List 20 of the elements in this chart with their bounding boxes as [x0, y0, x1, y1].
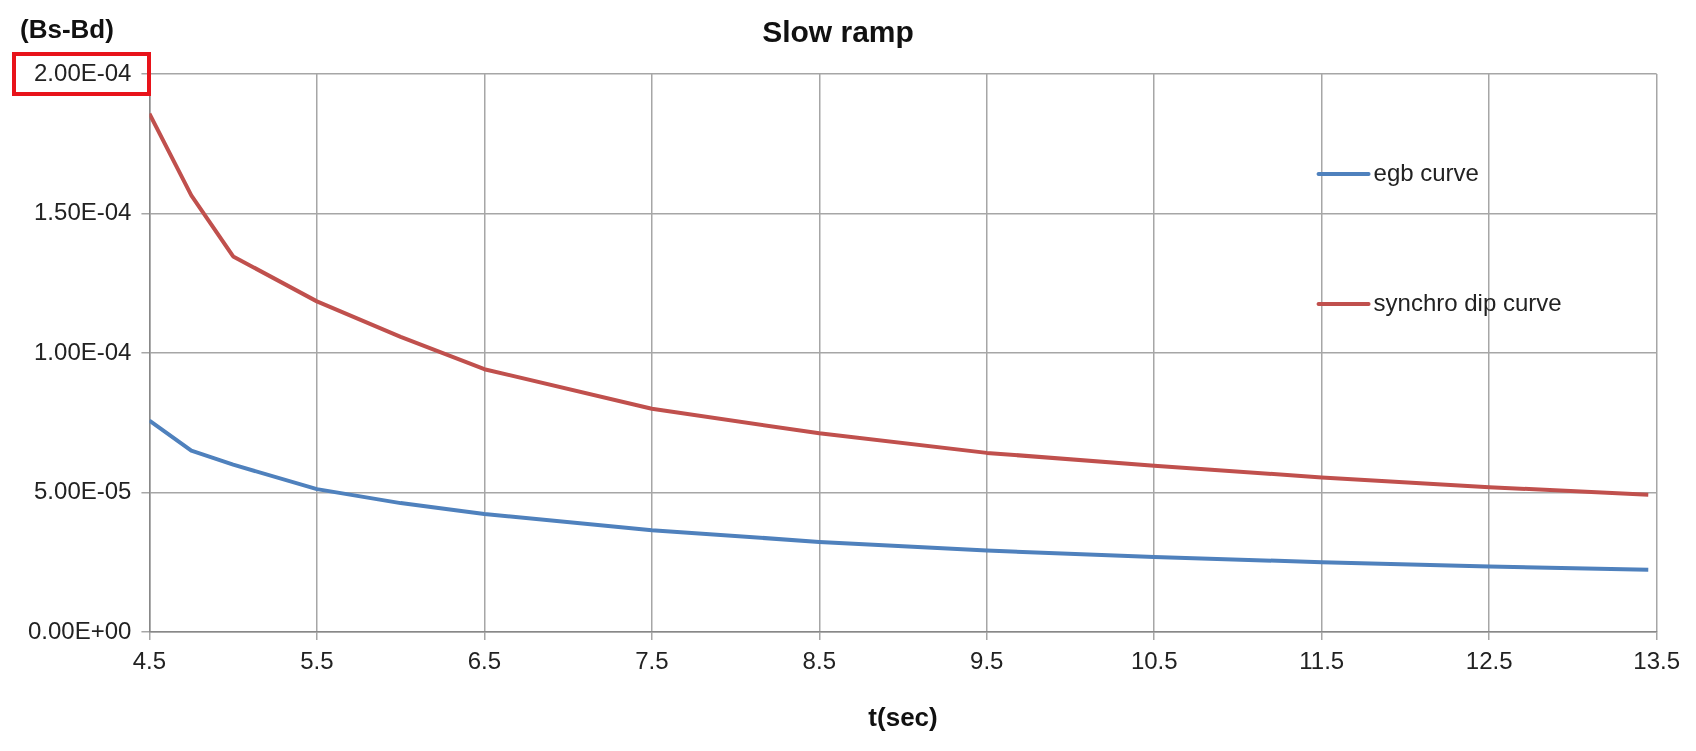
chart-title: Slow ramp — [762, 15, 914, 49]
x-tick-label: 6.5 — [467, 647, 502, 675]
x-tick-label: 4.5 — [132, 647, 167, 675]
x-tick-label: 8.5 — [802, 647, 836, 675]
x-tick-label: 13.5 — [1633, 647, 1680, 675]
y-tick-label: 5.00E-05 — [34, 477, 132, 505]
y-tick-label: 1.50E-04 — [34, 198, 132, 226]
x-axis-title: t(sec) — [868, 701, 938, 732]
x-tick-label: 5.5 — [300, 647, 334, 675]
y-tick-label: 1.00E-04 — [34, 337, 132, 365]
y-tick-label: 2.00E-04 — [34, 58, 132, 86]
x-tick-label: 7.5 — [635, 647, 669, 675]
x-tick-label: 12.5 — [1465, 647, 1513, 675]
x-tick-label: 9.5 — [970, 647, 1004, 675]
y-tick-label: 0.00E+00 — [27, 616, 132, 644]
legend-label: synchro dip curve — [1373, 288, 1562, 316]
x-tick-label: 11.5 — [1299, 647, 1345, 675]
y-axis-title: (Bs-Bd) — [20, 14, 114, 45]
legend-label: egb curve — [1373, 158, 1479, 186]
x-tick-label: 10.5 — [1130, 647, 1178, 675]
